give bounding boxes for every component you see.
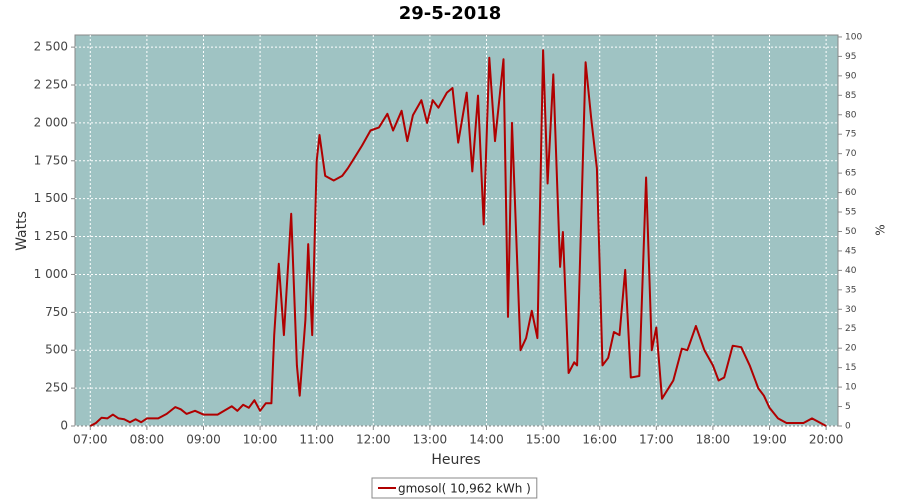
x-tick-label: 15:00	[526, 433, 561, 447]
y2-tick-label: 35	[845, 285, 856, 295]
y2-tick-label: 90	[845, 71, 857, 81]
y2-tick-label: 30	[845, 305, 857, 315]
x-tick-label: 11:00	[299, 433, 334, 447]
y2-tick-label: 100	[845, 32, 862, 42]
y2-tick-label: 95	[845, 52, 856, 62]
y2-tick-label: 0	[845, 422, 851, 432]
y-tick-label: 2 000	[34, 115, 68, 129]
y2-tick-label: 65	[845, 169, 856, 179]
y-tick-label: 1 250	[34, 229, 68, 243]
y2-tick-label: 25	[845, 324, 856, 334]
x-tick-label: 18:00	[696, 433, 731, 447]
plot-area	[74, 34, 839, 427]
x-tick-label: 14:00	[469, 433, 504, 447]
y2-tick-label: 15	[845, 363, 856, 373]
y-tick-label: 1 000	[34, 267, 68, 281]
y-tick-label: 1 500	[34, 191, 68, 205]
x-tick-label: 20:00	[809, 433, 844, 447]
x-tick-label: 08:00	[130, 433, 165, 447]
y2-axis-label: %	[874, 224, 888, 235]
y2-tick-label: 55	[845, 208, 856, 218]
y-tick-label: 500	[45, 343, 68, 357]
x-tick-label: 17:00	[639, 433, 674, 447]
y-tick-label: 1 750	[34, 153, 68, 167]
legend: gmosol( 10,962 kWh )	[371, 477, 538, 499]
y-axis-label: Watts	[14, 211, 30, 251]
x-tick-label: 09:00	[186, 433, 221, 447]
legend-label: gmosol( 10,962 kWh )	[398, 482, 531, 496]
x-tick-label: 19:00	[752, 433, 787, 447]
y-tick-label: 2 250	[34, 78, 68, 92]
y2-tick-label: 75	[845, 130, 856, 140]
x-axis-label: Heures	[431, 452, 480, 468]
y-tick-label: 0	[60, 419, 68, 433]
y-tick-label: 2 500	[34, 40, 68, 54]
legend-box	[371, 477, 538, 499]
data-line	[89, 49, 827, 427]
y2-tick-label: 60	[845, 188, 857, 198]
x-tick-label: 13:00	[413, 433, 448, 447]
y2-tick-label: 20	[845, 344, 857, 354]
x-tick-label: 12:00	[356, 433, 391, 447]
y2-tick-label: 5	[845, 402, 851, 412]
y2-tick-label: 40	[845, 266, 857, 276]
y2-tick-label: 70	[845, 149, 857, 159]
y2-tick-label: 10	[845, 383, 857, 393]
y-tick-label: 250	[45, 381, 68, 395]
y2-tick-label: 50	[845, 227, 857, 237]
y-tick-label: 750	[45, 305, 68, 319]
x-tick-label: 07:00	[73, 433, 108, 447]
x-tick-label: 16:00	[582, 433, 617, 447]
chart-title: 29-5-2018	[399, 3, 502, 24]
y2-tick-label: 85	[845, 91, 856, 101]
y2-tick-label: 45	[845, 246, 856, 256]
y2-tick-label: 80	[845, 110, 857, 120]
x-tick-label: 10:00	[243, 433, 278, 447]
